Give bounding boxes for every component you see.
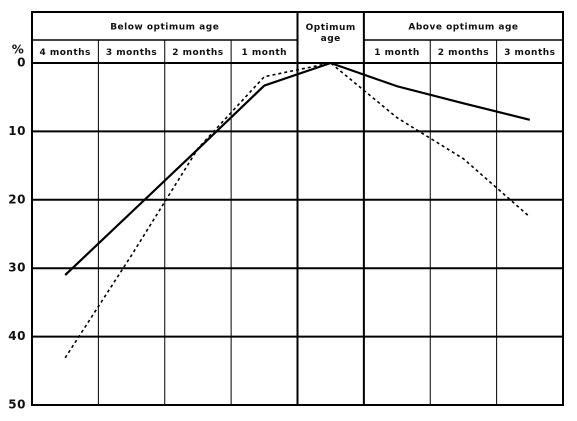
data-line (64, 62, 531, 359)
y-tick-label: 20 (8, 192, 26, 206)
y-tick-label: 30 (8, 261, 26, 275)
data-line (64, 61, 531, 276)
x-tick-label: 1 month (374, 48, 420, 58)
x-tick-label: Optimum age (306, 23, 356, 44)
x-tick-label: 3 months (106, 48, 157, 58)
x-tick-label: 1 month (242, 48, 288, 58)
y-tick-label: 40 (8, 329, 26, 343)
y-tick-label: 50 (8, 398, 26, 412)
group-label: Below optimum age (110, 23, 219, 33)
group-label: Above optimum age (408, 23, 518, 33)
y-tick-label: 0 (17, 56, 26, 70)
y-axis-label: % (12, 43, 25, 57)
x-tick-label: 2 months (172, 48, 223, 58)
y-tick-label: 10 (8, 124, 26, 138)
x-tick-label: 4 months (39, 48, 90, 58)
x-tick-label: 3 months (504, 48, 555, 58)
x-tick-label: 2 months (438, 48, 489, 58)
